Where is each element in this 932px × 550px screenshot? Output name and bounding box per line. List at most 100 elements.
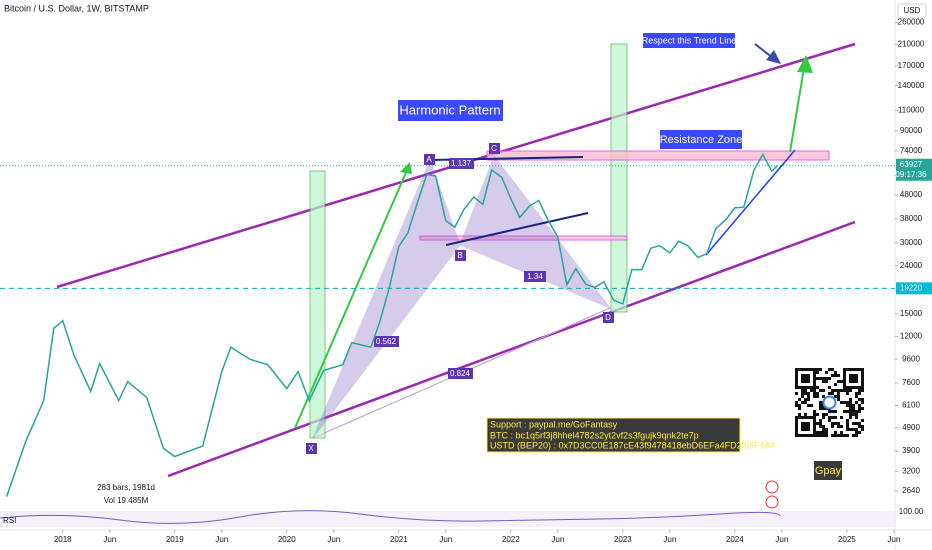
- qr-cell: [795, 368, 798, 371]
- qr-cell: [825, 434, 828, 437]
- x-tick-label: 2020: [278, 535, 296, 544]
- qr-cell: [831, 416, 834, 419]
- qr-cell: [849, 398, 852, 401]
- qr-cell: [819, 404, 822, 407]
- countdown: 09:17:36: [895, 170, 927, 179]
- y-tick-label: 4900: [902, 423, 920, 432]
- qr-cell: [795, 392, 798, 395]
- arrow-head: [797, 55, 813, 73]
- qr-cell: [795, 431, 798, 434]
- qr-cell: [849, 368, 852, 371]
- x-tick-label: Jun: [775, 535, 788, 544]
- qr-cell: [855, 380, 858, 383]
- currency-button[interactable]: [897, 3, 927, 19]
- qr-cell: [795, 401, 798, 404]
- qr-cell: [819, 407, 822, 410]
- qr-cell: [855, 374, 858, 377]
- rsi-line: [0, 510, 781, 524]
- support-box: [486, 417, 741, 453]
- icon[interactable]: [765, 495, 779, 509]
- ratio-label: 1.137: [451, 159, 472, 168]
- qr-cell: [804, 374, 807, 377]
- support-zone: [419, 235, 628, 241]
- qr-cell: [846, 368, 849, 371]
- qr-cell: [822, 407, 825, 410]
- qr-cell: [849, 401, 852, 404]
- qr-cell: [861, 377, 864, 380]
- y-tick-label: 48000: [900, 190, 923, 199]
- qr-cell: [852, 380, 855, 383]
- qr-cell: [813, 377, 816, 380]
- qr-cell: [807, 428, 810, 431]
- harmonic-box: [398, 100, 503, 121]
- qr-cell: [849, 407, 852, 410]
- qr-cell: [822, 389, 825, 392]
- qr-cell: [840, 380, 843, 383]
- x-tick-label: 2022: [502, 535, 520, 544]
- x-tick-label: Jun: [439, 535, 452, 544]
- qr-cell: [807, 374, 810, 377]
- y-tick-label: 12000: [900, 332, 923, 341]
- icon[interactable]: [765, 480, 779, 494]
- qr-cell: [810, 386, 813, 389]
- gpay-box: [814, 461, 842, 480]
- qr-cell: [813, 392, 816, 395]
- qr-cell: [795, 419, 798, 422]
- harmonic-label: Harmonic Pattern: [399, 102, 500, 117]
- qr-cell: [825, 371, 828, 374]
- qr-cell: [801, 422, 804, 425]
- qr-cell: [822, 431, 825, 434]
- trend-box: [643, 33, 735, 48]
- qr-cell: [819, 422, 822, 425]
- qr-cell: [798, 368, 801, 371]
- y-tick-label: 90000: [900, 126, 923, 135]
- qr-cell: [849, 404, 852, 407]
- last-price-label: 63927: [900, 160, 923, 169]
- rsi-label: RSI: [3, 516, 16, 525]
- qr-cell: [858, 407, 861, 410]
- y-tick-label: 7600: [902, 378, 920, 387]
- y-tick-label: 110000: [898, 105, 925, 114]
- qr-cell: [825, 380, 828, 383]
- qr-cell: [804, 401, 807, 404]
- qr-cell: [801, 416, 804, 419]
- qr-cell: [816, 392, 819, 395]
- qr-cell: [828, 416, 831, 419]
- qr-cell: [807, 425, 810, 428]
- qr-cell: [816, 413, 819, 416]
- qr-cell: [858, 422, 861, 425]
- qr-cell: [834, 422, 837, 425]
- qr-cell: [855, 413, 858, 416]
- qr-cell: [843, 434, 846, 437]
- qr-cell: [855, 431, 858, 434]
- qr-cell: [849, 410, 852, 413]
- qr-cell: [828, 419, 831, 422]
- qr-cell: [855, 392, 858, 395]
- point-box: [489, 143, 500, 154]
- qr-cell: [849, 428, 852, 431]
- qr-cell: [804, 398, 807, 401]
- qr-cell: [819, 401, 822, 404]
- support-line: Support : paypal.me/GoFantasy: [490, 419, 618, 429]
- rsi-band: [0, 511, 895, 527]
- qr-code: [793, 366, 866, 439]
- y-tick-label: 170000: [898, 61, 925, 70]
- qr-cell: [798, 413, 801, 416]
- qr-cell: [813, 383, 816, 386]
- qr-cell: [834, 410, 837, 413]
- qr-cell: [813, 434, 816, 437]
- qr-cell: [807, 434, 810, 437]
- qr-cell: [813, 410, 816, 413]
- qr-cell: [861, 428, 864, 431]
- qr-cell: [813, 368, 816, 371]
- ratio-box: [448, 368, 473, 379]
- qr-cell: [819, 389, 822, 392]
- qr-cell: [795, 371, 798, 374]
- qr-cell: [843, 371, 846, 374]
- qr-cell: [807, 395, 810, 398]
- x-tick-label: 2018: [54, 535, 72, 544]
- qr-cell: [798, 404, 801, 407]
- qr-cell: [852, 407, 855, 410]
- qr-cell: [825, 413, 828, 416]
- y-tick-label: 2640: [902, 486, 920, 495]
